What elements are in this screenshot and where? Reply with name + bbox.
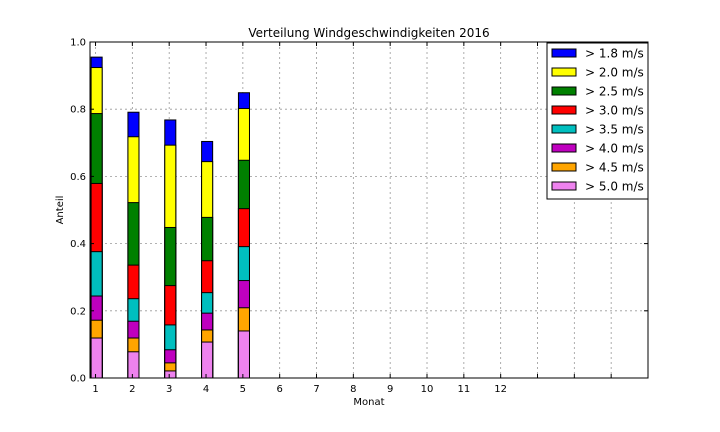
legend-label: > 1.8 m/s [585,47,644,61]
x-tick-label: 2 [129,384,135,395]
y-tick-label: 0.0 [70,374,86,385]
y-tick-label: 1.0 [70,38,86,49]
x-tick-label: 11 [457,384,470,395]
x-tick-label: 10 [421,384,434,395]
bar [201,341,214,379]
x-tick-label: 6 [276,384,282,395]
legend-swatch [551,143,577,153]
x-tick-label: 1 [92,384,98,395]
legend-swatch [551,124,577,134]
x-tick-label: 8 [350,384,356,395]
y-tick-label: 0.2 [70,306,86,317]
y-tick-label: 0.4 [70,239,86,250]
legend-swatch [551,67,577,77]
legend-swatch [551,162,577,172]
x-tick-label: 7 [313,384,319,395]
x-tick-label: 12 [494,384,507,395]
legend-label: > 3.0 m/s [585,104,644,118]
legend-swatch [551,105,577,115]
x-axis-label: Monat [353,397,384,408]
legend-label: > 3.5 m/s [585,123,644,137]
y-tick-label: 0.6 [70,172,86,183]
x-tick-label: 5 [240,384,246,395]
y-axis-label: Anteil [55,196,66,225]
legend-swatch [551,48,577,58]
legend-swatch [551,86,577,96]
legend-swatch [551,181,577,191]
bar [90,337,103,379]
x-tick-label: 3 [166,384,172,395]
legend-label: > 5.0 m/s [585,180,644,194]
x-tick-label: 4 [203,384,209,395]
legend-label: > 4.0 m/s [585,142,644,156]
legend-label: > 4.5 m/s [585,161,644,175]
bar [164,370,177,379]
bar [127,351,140,379]
chart-title: Verteilung Windgeschwindigkeiten 2016 [248,26,489,40]
y-tick-label: 0.8 [70,105,86,116]
legend-label: > 2.0 m/s [585,66,644,80]
legend-label: > 2.5 m/s [585,85,644,99]
bar [237,330,250,379]
axes-frame [89,41,649,379]
x-tick-label: 9 [387,384,393,395]
